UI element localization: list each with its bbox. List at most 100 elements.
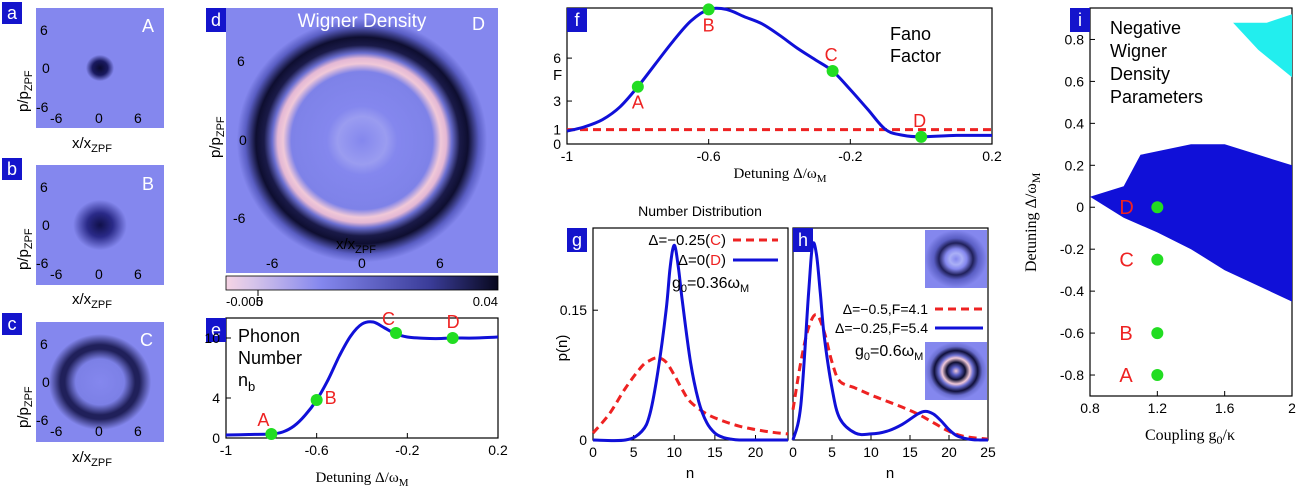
ylabel-i: Detuning Δ/ωM [1023,172,1043,272]
ylabel-f: F [553,67,562,84]
plot-area-f: -1 -0.6 -0.2 0.2 01 3 6 A B C D [553,3,1002,164]
xtick-e-1: -0.6 [305,442,329,458]
xlabel-e: Detuning Δ/ωM [315,470,408,489]
panel-tag-a [2,2,22,24]
xlabel-h: n [886,465,894,482]
ytick-c-0: 6 [40,336,48,352]
corner-label-c: C [140,330,153,350]
ytick-f-0: 0 [553,136,561,152]
ytick-e-2: 10 [204,330,220,346]
colorbar-min: -0.005 [226,294,263,309]
title-e-var: nb [238,370,255,394]
plot-frame-f [566,7,993,145]
xtick-c-0: -6 [50,423,63,439]
xtick-f-1: -0.6 [697,148,721,164]
title-i-line3: Density [1110,64,1170,84]
xtick-h-2: 10 [863,444,879,460]
legend-h-item-1: Δ=−0.25,F=5.4 [835,320,928,336]
ytick-i-8: 0.8 [1065,31,1085,47]
point-e-A [265,428,278,440]
xtick-c-2: 6 [134,423,142,439]
xlabel-b: x/xZPF [72,291,112,311]
inset-wigner-h-bottom [925,342,987,400]
point-f-B [702,3,715,16]
panel-i: i 0.8 1.2 1.6 2-0.8-0.6-0.4-0.200.20.40.60.… [1023,7,1296,447]
colorbar-zero: 0 [256,294,263,309]
title-d: Wigner Density [298,11,427,32]
panel-c: c C 6 0 -6 -6 0 6 x/xZPF p/pZPF [2,313,164,469]
legend-g: Δ=−0.25(C) Δ=0(D) g0=0.36ωM [648,232,778,295]
panel-b: b B 6 0 -6 -6 0 6 x/xZPF p/pZPF [2,158,164,311]
xlabel-f: Detuning Δ/ωM [733,166,826,185]
ytick-i-3: -0.2 [1060,241,1084,257]
xtick-h-4: 20 [941,444,957,460]
ylabel-b: p/pZPF [15,228,35,270]
ytick-a-2: -6 [36,99,49,115]
xtick-e-2: -0.2 [395,442,419,458]
ytick-g-0: 0 [579,432,587,448]
corner-label-a: A [142,16,154,36]
series-line-h-0 [791,312,989,441]
corner-label-b: B [142,174,154,194]
ytick-e-0: 0 [212,430,220,446]
legend-h: Δ=−0.5,F=4.1 Δ=−0.25,F=5.4 g0=0.6ωM [835,301,983,363]
xtick-f-3: 0.2 [982,148,1002,164]
corner-label-d: D [472,14,485,34]
panel-tag-f [567,8,587,32]
ytick-c-2: -6 [36,412,49,428]
series-line-g-0 [591,356,789,436]
ytick-g-1: 0.15 [560,302,587,318]
series-line-f [566,6,993,139]
point-label-e-B: B [325,388,337,408]
panel-g: Number Distribution g p(n) 0 5 10 15 20 0 0.15… [554,203,789,482]
ytick-f-1: 1 [553,122,561,138]
tag-h-text: h [798,230,808,250]
ylabel-c: p/pZPF [15,386,35,428]
ytick-f-2: 3 [553,93,561,109]
xtick-d-2: 6 [436,255,444,271]
point-label-e-D: D [447,312,460,332]
point-label-f-B: B [703,15,715,35]
ytick-a-0: 6 [40,22,48,38]
xlabel-d: x/xZPF [336,236,376,256]
panel-tag-g [567,228,587,252]
legend-g-item-0: Δ=−0.25(C) [648,232,726,249]
xtick-h-5: 25 [980,444,996,460]
annotation-g: g0=0.36ωM [672,275,749,295]
tag-i-text: i [1078,10,1082,30]
xtick-i-1: 1.2 [1148,400,1168,416]
xtick-b-2: 6 [134,266,142,282]
point-i-C [1151,253,1164,266]
point-label-i-C: C [1119,250,1133,272]
ytick-i-5: 0.2 [1065,157,1085,173]
ytick-i-0: -0.8 [1060,367,1084,383]
ytick-i-1: -0.6 [1060,325,1084,341]
plot-area-g: 0 5 10 15 20 0 0.15 [560,243,789,460]
tag-g-text: g [572,230,582,250]
xtick-g-0: 0 [589,444,597,460]
series-line-h-1 [791,241,989,442]
tag-c-text: c [8,314,17,334]
xtick-d-0: -6 [266,255,279,271]
point-label-f-C: C [825,45,838,65]
tag-b-text: b [7,159,17,179]
panel-tag-b [2,158,22,180]
ytick-i-6: 0.4 [1065,115,1085,131]
panel-tag-i [1070,8,1090,32]
title-i-line1: Negative [1110,18,1181,38]
ytick-b-1: 0 [42,217,50,233]
xtick-h-1: 5 [828,444,836,460]
point-label-i-A: A [1119,365,1133,387]
ytick-d-0: 6 [237,53,245,69]
region-negative-cyan [1233,14,1292,78]
legend-g-item-1: Δ=0(D) [678,252,726,269]
xtick-g-2: 10 [666,444,682,460]
plot-area-i: 0.8 1.2 1.6 2 -0.8 -0.6 -0.4 -0.2 0 0.2 0.4 0.6 0.8 D… [1060,14,1296,416]
title-f-line2: Factor [890,46,941,66]
ytick-b-0: 6 [40,179,48,195]
xtick-f-2: -0.2 [838,148,862,164]
title-f-line1: Fano [890,24,931,44]
panel-h: h 0 5 10 15 20 25 Δ=−0.5,F=4.1 Δ=−0.25,F=5.4 … [789,227,996,482]
super-title-g: Number Distribution [638,203,762,219]
